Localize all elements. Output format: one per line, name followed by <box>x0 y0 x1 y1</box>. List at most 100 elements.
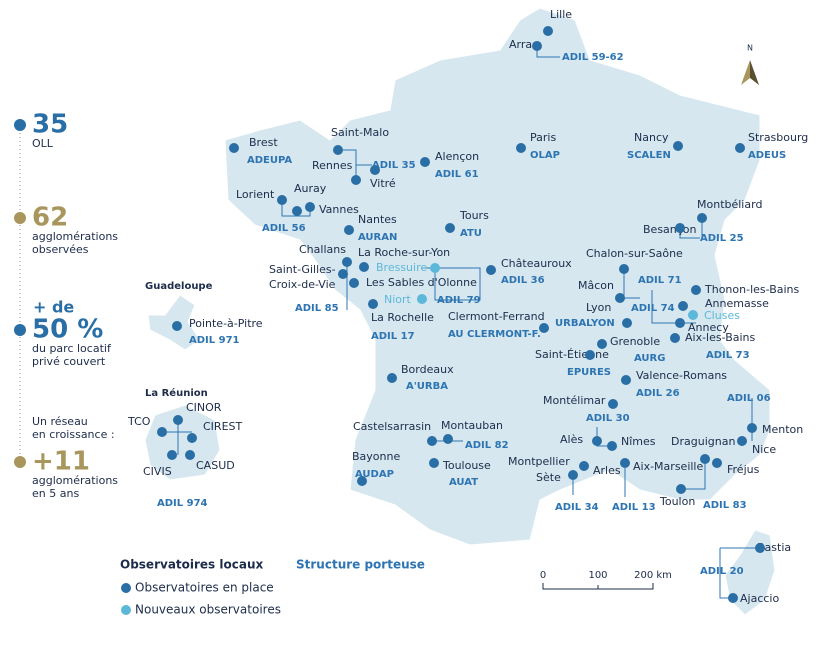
observatory-dot <box>670 333 680 343</box>
scale-label: 0 <box>540 570 546 581</box>
observatory-dot <box>539 323 549 333</box>
place-label: Strasbourg <box>748 131 808 144</box>
place-label: ADIL 13 <box>612 502 656 513</box>
place-label: Aix-les-Bains <box>685 331 756 344</box>
place-label: ADIL 56 <box>262 223 306 234</box>
links <box>162 46 760 599</box>
reunion <box>144 404 221 481</box>
observatory-dot <box>747 423 757 433</box>
place-label: Menton <box>762 423 803 436</box>
stat-text: OLL <box>32 137 54 150</box>
place-label: ADIL 59-62 <box>562 52 624 63</box>
north-arrow: N <box>741 44 759 85</box>
observatory-dot <box>675 318 685 328</box>
place-label: Montbéliard <box>697 198 762 211</box>
stat-text: en 5 ans <box>32 487 79 500</box>
map-labels: Lille Arras ADIL 59-62 Brest ADEUPA Saint-Mal… <box>127 8 808 605</box>
place-label: Fréjus <box>727 463 760 476</box>
observatory-dot <box>597 339 607 349</box>
place-label: TCO <box>127 415 151 428</box>
place-label: AURAN <box>358 232 397 243</box>
place-label: Annecy <box>688 321 729 334</box>
place-label: Montélimar <box>543 394 606 407</box>
stat-dot <box>14 119 26 131</box>
place-label: Nîmes <box>621 435 656 448</box>
place-label: Brest <box>249 136 278 149</box>
place-label: ADIL 25 <box>700 233 744 244</box>
observatory-dot <box>349 278 359 288</box>
place-label: URBALYON <box>555 318 615 329</box>
observatory-dot <box>430 263 440 273</box>
place-label: Croix-de-Vie <box>269 278 336 291</box>
place-label: ADIL 85 <box>295 303 339 314</box>
place-label: ADIL 17 <box>371 331 415 342</box>
stat-value: 50 % <box>32 315 103 345</box>
scale-label: 200 km <box>634 570 672 581</box>
place-label: Saint-Gilles- <box>269 263 336 276</box>
place-label: Saint-Malo <box>331 126 389 139</box>
place-label: ADIL 71 <box>638 275 682 286</box>
place-label: CIREST <box>203 420 243 433</box>
observatory-dot <box>675 223 685 233</box>
observatory-dot <box>185 450 195 460</box>
place-label: Nantes <box>358 213 397 226</box>
observatory-dot <box>420 157 430 167</box>
place-label: Toulouse <box>442 459 491 472</box>
place-label: EPURES <box>567 367 611 378</box>
observatory-dot <box>607 441 617 451</box>
scale-label: 100 <box>588 570 607 581</box>
place-label: Chalon-sur-Saône <box>586 247 683 260</box>
observatory-dot <box>585 350 595 360</box>
stat-dot <box>14 456 26 468</box>
place-label: Annemasse <box>705 297 769 310</box>
place-label: ADIL 34 <box>555 502 599 513</box>
place-label: Lorient <box>236 188 275 201</box>
observatory-dot <box>172 321 182 331</box>
legend-structure: Structure porteuse <box>296 558 425 572</box>
place-label: Saint-Étienne <box>535 348 609 361</box>
place-label: SCALEN <box>627 150 671 161</box>
place-label: ADIL 79 <box>437 295 481 306</box>
france-mainland <box>224 7 771 546</box>
observatory-dot <box>292 206 302 216</box>
place-label: ADIL 20 <box>700 566 744 577</box>
observatory-dot <box>359 262 369 272</box>
observatory-dot <box>344 225 354 235</box>
place-label: Vannes <box>319 203 359 216</box>
observatory-dot <box>173 415 183 425</box>
observatory-dot <box>755 543 765 553</box>
place-label: AU CLERMONT-F. <box>448 329 541 340</box>
place-label: Sète <box>536 471 561 484</box>
observatory-dot <box>619 264 629 274</box>
stat-value: 62 <box>32 203 68 233</box>
observatory-dot <box>700 454 710 464</box>
stat-text: observées <box>32 243 89 256</box>
observatory-dot <box>615 293 625 303</box>
place-label: AURG <box>634 353 665 364</box>
observatory-dot <box>357 476 367 486</box>
place-label: Les Sables d'Olonne <box>366 276 477 289</box>
stat-text: privé couvert <box>32 355 106 368</box>
north-label: N <box>747 44 753 53</box>
observatory-dot <box>608 399 618 409</box>
place-label: ADIL 74 <box>631 303 675 314</box>
scale-bar: 0 100 200 km <box>540 570 672 590</box>
legend: Observatoires locaux Structure porteuse … <box>120 558 425 617</box>
stat-value: +11 <box>32 447 90 477</box>
place-label: CINOR <box>186 401 222 414</box>
observatory-dot <box>579 461 589 471</box>
stat-intro: en croissance : <box>32 428 115 441</box>
observatory-dot <box>486 265 496 275</box>
legend-item: Nouveaux observatoires <box>135 603 281 617</box>
stat-dot <box>14 324 26 336</box>
observatory-dot <box>678 301 688 311</box>
place-label: Nice <box>752 443 776 456</box>
stat-text: agglomérations <box>32 474 118 487</box>
observatory-dot <box>342 257 352 267</box>
observatory-dot <box>688 310 698 320</box>
place-label: ADEUPA <box>247 155 292 166</box>
place-label: ADIL 73 <box>706 350 750 361</box>
place-label: Montpellier <box>508 455 570 468</box>
place-label: Arras <box>509 38 538 51</box>
